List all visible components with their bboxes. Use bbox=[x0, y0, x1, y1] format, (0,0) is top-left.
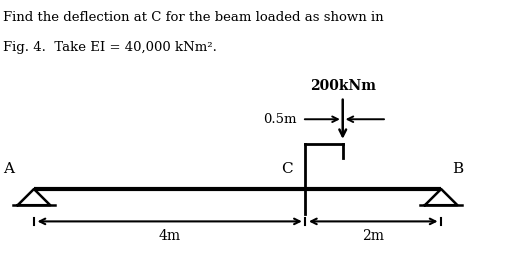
Text: B: B bbox=[453, 162, 464, 176]
Text: C: C bbox=[281, 162, 293, 176]
Text: 0.5m: 0.5m bbox=[263, 113, 297, 126]
Text: A: A bbox=[3, 162, 14, 176]
Text: 200kNm: 200kNm bbox=[310, 79, 376, 93]
Text: 4m: 4m bbox=[159, 230, 181, 244]
Text: Fig. 4.  Take EI = 40,000 kNm².: Fig. 4. Take EI = 40,000 kNm². bbox=[4, 40, 217, 53]
Text: 2m: 2m bbox=[362, 230, 384, 244]
Text: Find the deflection at C for the beam loaded as shown in: Find the deflection at C for the beam lo… bbox=[4, 11, 384, 24]
